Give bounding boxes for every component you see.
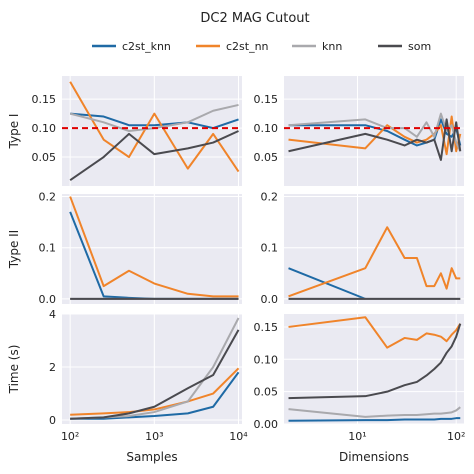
x-tick-label: 10³ <box>145 430 163 443</box>
x-tick-label: 10¹ <box>348 430 366 443</box>
series-line-c2st_nn <box>69 196 239 298</box>
series-line-c2st_nn <box>70 367 240 416</box>
panel-r2c0: 0 2 4 10² 10³ 10⁴ Time (s) Samples <box>7 308 248 464</box>
series-line-knn <box>288 406 461 418</box>
legend-label-som: som <box>408 40 431 53</box>
y-tick-label: 0.05 <box>254 386 279 399</box>
series-group <box>70 317 240 420</box>
panel-r0c0: 0.05 0.10 0.15 Type I <box>7 76 242 186</box>
panel-background <box>284 76 464 186</box>
legend: c2st_knn c2st_nn knn som <box>92 40 431 53</box>
panel-r0c1: 0.05 0.10 0.15 <box>254 76 464 186</box>
chart-title: DC2 MAG Cutout <box>200 11 309 26</box>
legend-item-c2st_nn: c2st_nn <box>196 40 269 53</box>
y-tick-label: 0.0 <box>39 293 57 306</box>
panel-background <box>62 76 242 186</box>
y-axis-label: Type I <box>7 114 21 150</box>
y-axis-label: Time (s) <box>7 345 21 395</box>
y-tick-label: 0 <box>49 414 56 427</box>
y-tick-label: 0.10 <box>254 122 279 135</box>
x-tick-label: 10⁴ <box>229 430 248 443</box>
panel-background <box>62 194 242 304</box>
y-tick-label: 0.10 <box>254 353 279 366</box>
y-tick-label: 0.00 <box>254 418 279 431</box>
series-line-c2st_knn <box>288 417 461 422</box>
panel-r1c1: 0.0 0.1 0.2 <box>261 191 464 306</box>
legend-label-c2st_knn: c2st_knn <box>122 40 171 53</box>
series-line-som <box>70 329 240 420</box>
y-tick-label: 0.10 <box>32 122 57 135</box>
series-group <box>288 316 462 422</box>
y-tick-label: 4 <box>49 308 56 321</box>
legend-label-c2st_nn: c2st_nn <box>226 40 269 53</box>
y-tick-label: 0.05 <box>254 151 279 164</box>
series-line-som <box>288 118 462 161</box>
panel-r2c1: 0.00 0.05 0.10 0.15 10¹ 10² Dimensions <box>254 314 465 464</box>
x-axis-label: Samples <box>126 450 177 464</box>
y-tick-label: 0.05 <box>32 151 57 164</box>
series-line-knn <box>288 112 462 152</box>
legend-item-som: som <box>378 40 431 53</box>
y-tick-label: 0.2 <box>39 191 57 204</box>
y-tick-label: 0.15 <box>254 93 279 106</box>
panel-r1c0: 0.0 0.1 0.2 Type II <box>7 191 242 306</box>
x-tick-label: 10² <box>447 430 465 443</box>
series-line-som <box>288 323 462 400</box>
y-tick-label: 2 <box>49 361 56 374</box>
y-tick-label: 0.2 <box>261 191 279 204</box>
series-line-som <box>69 130 239 182</box>
y-tick-label: 0.1 <box>261 242 279 255</box>
series-line-c2st_nn <box>288 226 461 298</box>
series-line-c2st_nn <box>288 115 462 156</box>
x-axis-label: Dimensions <box>339 450 409 464</box>
series-group <box>69 196 239 300</box>
y-axis-label: Type II <box>7 230 21 269</box>
series-line-c2st_nn <box>69 81 240 173</box>
series-line-c2st_knn <box>70 371 240 420</box>
y-tick-label: 0.1 <box>39 242 57 255</box>
series-group <box>288 112 462 161</box>
series-line-c2st_knn <box>288 267 366 300</box>
y-tick-label: 0.15 <box>32 93 57 106</box>
series-group <box>288 226 461 300</box>
y-tick-label: 0.15 <box>254 321 279 334</box>
y-tick-label: 0.0 <box>261 293 279 306</box>
legend-label-knn: knn <box>322 40 342 53</box>
x-tick-label: 10² <box>61 430 79 443</box>
legend-item-c2st_knn: c2st_knn <box>92 40 171 53</box>
series-line-c2st_nn <box>288 316 462 349</box>
legend-item-knn: knn <box>292 40 342 53</box>
